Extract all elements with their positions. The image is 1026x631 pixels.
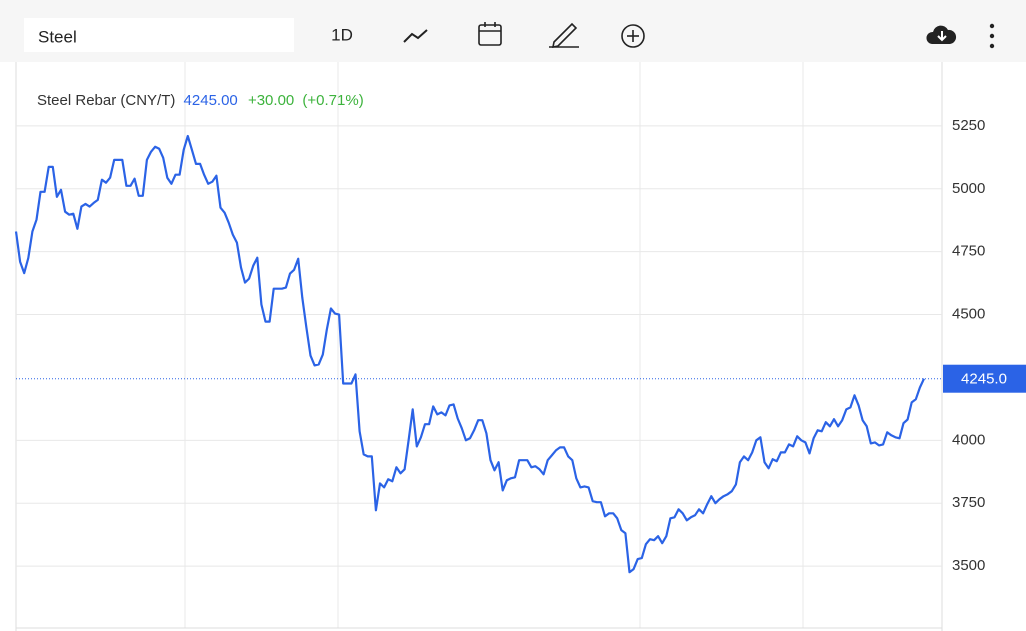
search-box[interactable]: [24, 18, 294, 52]
change: +30.00: [248, 92, 294, 109]
y-tick-label: 5250: [952, 117, 985, 134]
menu-icon[interactable]: [989, 23, 995, 49]
change-pct: (+0.71%): [302, 92, 363, 109]
last-price: 4245.00: [184, 92, 238, 109]
y-tick-label: 4500: [952, 306, 985, 323]
y-tick-label: 3500: [952, 557, 985, 574]
calendar-icon[interactable]: [478, 22, 502, 46]
last-price-box: [943, 364, 1026, 393]
chart-type-icon[interactable]: [403, 29, 428, 43]
search-text: Steel: [38, 27, 77, 46]
last-price-label: 4245.0: [961, 371, 1007, 388]
y-tick-label: 3750: [952, 494, 985, 511]
download-icon[interactable]: [926, 25, 957, 44]
add-icon[interactable]: [621, 24, 645, 48]
legend-name: Steel Rebar (CNY/T): [37, 92, 175, 109]
y-tick-label: 4750: [952, 243, 985, 260]
vertical-grid: [184, 62, 804, 628]
interval-button[interactable]: 1D: [331, 25, 353, 44]
draw-icon[interactable]: [549, 22, 579, 49]
price-line: [14, 134, 925, 574]
legend: Steel Rebar (CNY/T) 4245.00 +30.00 (+0.7…: [37, 92, 364, 109]
y-tick-label: 4000: [952, 431, 985, 448]
y-tick-label: 5000: [952, 180, 985, 197]
